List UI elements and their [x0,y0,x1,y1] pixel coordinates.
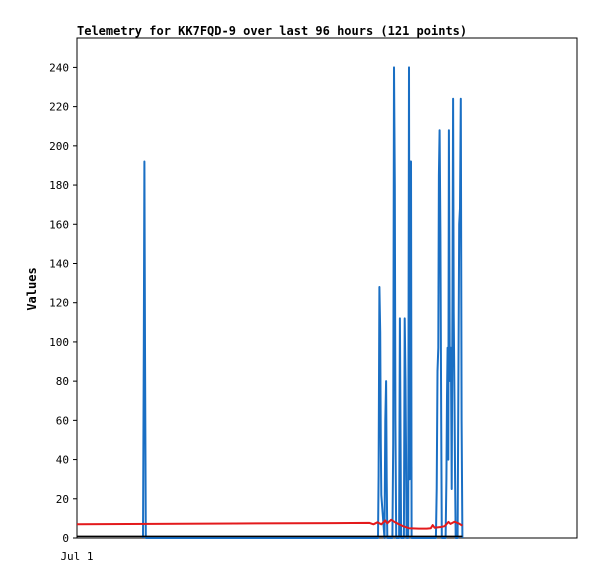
y-tick-label: 200 [49,140,69,153]
series-line-1 [142,66,464,539]
y-tick-label: 0 [62,532,69,545]
plot-frame [76,37,578,539]
y-tick-label: 140 [49,257,69,270]
series-line-2 [76,518,463,530]
y-tick-label: 220 [49,101,69,114]
y-tick-label: 60 [56,414,69,427]
y-tick-label: 20 [56,493,69,506]
series-layer [76,66,464,539]
y-tick-label: 120 [49,297,69,310]
y-tick-label: 100 [49,336,69,349]
y-tick-label: 160 [49,218,69,231]
y-tick-label: 80 [56,375,69,388]
y-axis-label: Values [25,267,39,310]
x-axis: Jul 1 [60,550,93,563]
x-tick-label: Jul 1 [60,550,93,563]
y-tick-label: 240 [49,61,69,74]
y-axis: 0 20 40 60 80 100 120 140 160 180 200 220 240 [49,61,77,545]
y-tick-label: 40 [56,454,69,467]
y-tick-label: 180 [49,179,69,192]
chart-title: Telemetry for KK7FQD-9 over last 96 hour… [77,24,467,38]
